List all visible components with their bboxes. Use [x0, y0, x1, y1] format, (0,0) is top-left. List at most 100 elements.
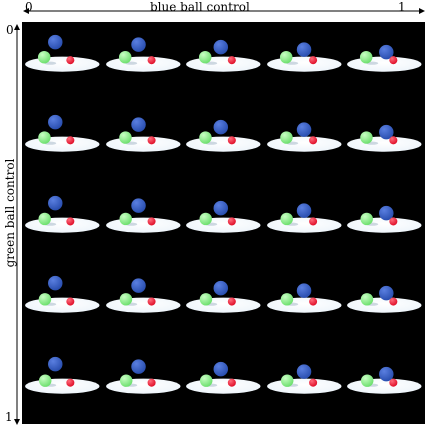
green-ball [361, 374, 374, 387]
scene-cell [344, 102, 425, 182]
plate [25, 378, 100, 394]
green-ball [199, 131, 212, 145]
green-ball [280, 293, 293, 306]
red-ball [66, 136, 75, 145]
green-ball [119, 212, 132, 225]
blue-ball [130, 198, 146, 213]
green-ball [199, 212, 213, 225]
scene-grid [22, 22, 425, 424]
plate [25, 137, 100, 153]
scene-cell [264, 344, 345, 424]
blue-ball [130, 117, 146, 133]
plate [266, 297, 342, 313]
green-ball [118, 131, 132, 145]
blue-ball [130, 37, 146, 52]
blue-ball [379, 286, 394, 301]
green-ball [38, 293, 52, 306]
red-ball [389, 217, 398, 226]
red-ball [147, 136, 156, 145]
plate [266, 378, 342, 394]
blue-ball [296, 283, 312, 299]
green-ball [361, 293, 374, 306]
plate [186, 297, 261, 313]
red-ball [389, 378, 398, 387]
scene-cell [22, 102, 103, 182]
scene-cell [344, 263, 425, 343]
scene-cell [22, 344, 103, 424]
blue-ball [296, 203, 312, 218]
blue-ball [213, 200, 229, 216]
green-ball [118, 50, 132, 64]
scene-cell [183, 22, 264, 102]
plate [186, 378, 261, 394]
scene-cell [103, 102, 184, 182]
plate [105, 56, 181, 72]
green-ball [279, 50, 293, 64]
green-ball [38, 131, 51, 145]
scene-cell [183, 263, 264, 343]
scene-cell [264, 183, 345, 263]
red-ball [228, 378, 237, 387]
green-ball [280, 131, 293, 145]
scene-cell [22, 183, 103, 263]
plate [25, 217, 100, 233]
blue-ball [296, 363, 312, 379]
y-axis-start-label: 0 [6, 23, 14, 37]
red-ball [147, 217, 156, 226]
blue-ball [48, 195, 63, 211]
blue-ball [48, 34, 63, 50]
scene-cell [183, 102, 264, 182]
red-ball [308, 297, 317, 306]
blue-ball [130, 278, 146, 294]
scene-cell [344, 22, 425, 102]
plate [186, 56, 261, 72]
blue-ball [379, 205, 394, 221]
plate [105, 297, 181, 313]
green-ball [199, 293, 213, 306]
scene-cell [103, 263, 184, 343]
green-ball [119, 374, 133, 387]
scene-cell [183, 183, 264, 263]
blue-ball [213, 39, 229, 55]
red-ball [66, 217, 75, 226]
green-ball [280, 212, 293, 225]
plate [266, 56, 342, 72]
green-ball [199, 50, 212, 64]
green-ball [200, 374, 213, 387]
blue-ball [296, 122, 312, 138]
green-ball [360, 212, 374, 225]
green-ball [38, 212, 51, 225]
blue-ball [379, 44, 394, 60]
scene-cell [344, 344, 425, 424]
red-ball [228, 217, 237, 226]
plate [105, 217, 181, 233]
red-ball [308, 378, 317, 387]
scene-cell [344, 183, 425, 263]
plate [266, 217, 342, 233]
x-axis-start-label: 0 [25, 0, 33, 14]
red-ball [147, 56, 156, 65]
scene-cell [183, 344, 264, 424]
y-axis-title: green ball control [3, 158, 17, 268]
plate [186, 217, 261, 233]
blue-ball [213, 281, 229, 296]
plate [266, 137, 342, 153]
red-ball [389, 297, 398, 306]
plate [105, 137, 181, 153]
blue-ball [48, 276, 63, 291]
scene-cell [22, 22, 103, 102]
green-ball [38, 374, 52, 387]
y-axis-end-label: 1 [5, 410, 13, 424]
blue-ball [213, 120, 229, 135]
green-ball [280, 374, 294, 387]
red-ball [389, 136, 398, 145]
red-ball [228, 136, 237, 145]
red-ball [389, 56, 398, 65]
scene-cell [264, 102, 345, 182]
blue-ball [379, 125, 394, 140]
scene-cell [264, 22, 345, 102]
red-ball [147, 378, 156, 387]
plate [25, 56, 100, 72]
